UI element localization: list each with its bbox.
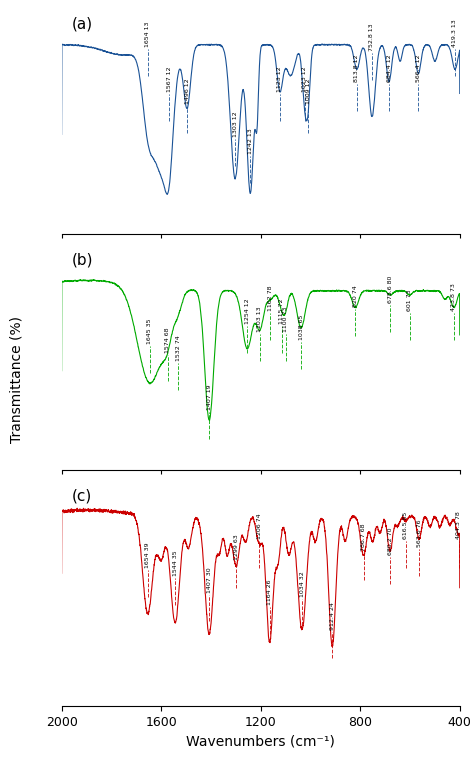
Text: 1115 72: 1115 72 — [279, 298, 284, 324]
Text: 684.4 12: 684.4 12 — [386, 54, 392, 82]
Text: 820 74: 820 74 — [353, 285, 358, 307]
Text: 1407 19: 1407 19 — [207, 385, 212, 411]
Text: 1038 65: 1038 65 — [299, 315, 303, 340]
Text: 1206 74: 1206 74 — [257, 513, 262, 539]
Text: Transmittance (%): Transmittance (%) — [9, 316, 24, 443]
Text: 601 73: 601 73 — [407, 290, 412, 311]
Text: 678.6 80: 678.6 80 — [388, 276, 393, 303]
Text: 1242 13: 1242 13 — [248, 128, 253, 154]
Text: 1407 30: 1407 30 — [207, 567, 212, 593]
Text: 1299 63: 1299 63 — [234, 534, 238, 559]
Text: 786.7 68: 786.7 68 — [361, 524, 366, 551]
Text: (c): (c) — [72, 488, 92, 503]
Text: 1574 68: 1574 68 — [165, 327, 170, 353]
Text: 912.4 24: 912.4 24 — [330, 602, 335, 630]
Text: 1203 13: 1203 13 — [257, 307, 263, 332]
Text: 1303 12: 1303 12 — [233, 112, 237, 137]
Text: 1100 73: 1100 73 — [283, 307, 288, 332]
Text: 566.4 12: 566.4 12 — [416, 55, 421, 82]
Text: 1645 35: 1645 35 — [147, 319, 153, 345]
Text: 680.2 70: 680.2 70 — [388, 528, 392, 556]
Text: 423.8 73: 423.8 73 — [451, 284, 456, 311]
Text: 1654 39: 1654 39 — [145, 542, 150, 568]
Text: 419.3 13: 419.3 13 — [453, 19, 457, 47]
Text: 1034 32: 1034 32 — [300, 571, 304, 597]
Text: (b): (b) — [72, 253, 93, 267]
Text: 1009 12: 1009 12 — [306, 79, 311, 105]
Text: 1496 12: 1496 12 — [184, 79, 190, 105]
Text: 1164 26: 1164 26 — [267, 579, 272, 605]
Text: 616.5 85: 616.5 85 — [403, 512, 409, 539]
Text: 813.8 12: 813.8 12 — [354, 55, 359, 82]
Text: 1254 12: 1254 12 — [245, 298, 250, 324]
Text: 404.3 78: 404.3 78 — [456, 511, 461, 539]
Text: 1123 12: 1123 12 — [277, 67, 283, 92]
Text: 1532 74: 1532 74 — [175, 335, 181, 361]
Text: 1544 35: 1544 35 — [173, 550, 178, 576]
Text: 1654 13: 1654 13 — [145, 21, 150, 47]
Text: 1023 12: 1023 12 — [302, 67, 307, 92]
Text: 563.6 76: 563.6 76 — [417, 520, 421, 547]
Text: (a): (a) — [72, 17, 93, 32]
X-axis label: Wavenumbers (cm⁻¹): Wavenumbers (cm⁻¹) — [186, 734, 335, 748]
Text: 752.8 13: 752.8 13 — [370, 24, 374, 51]
Text: 1567 12: 1567 12 — [167, 67, 172, 92]
Text: 1162 78: 1162 78 — [268, 286, 273, 311]
